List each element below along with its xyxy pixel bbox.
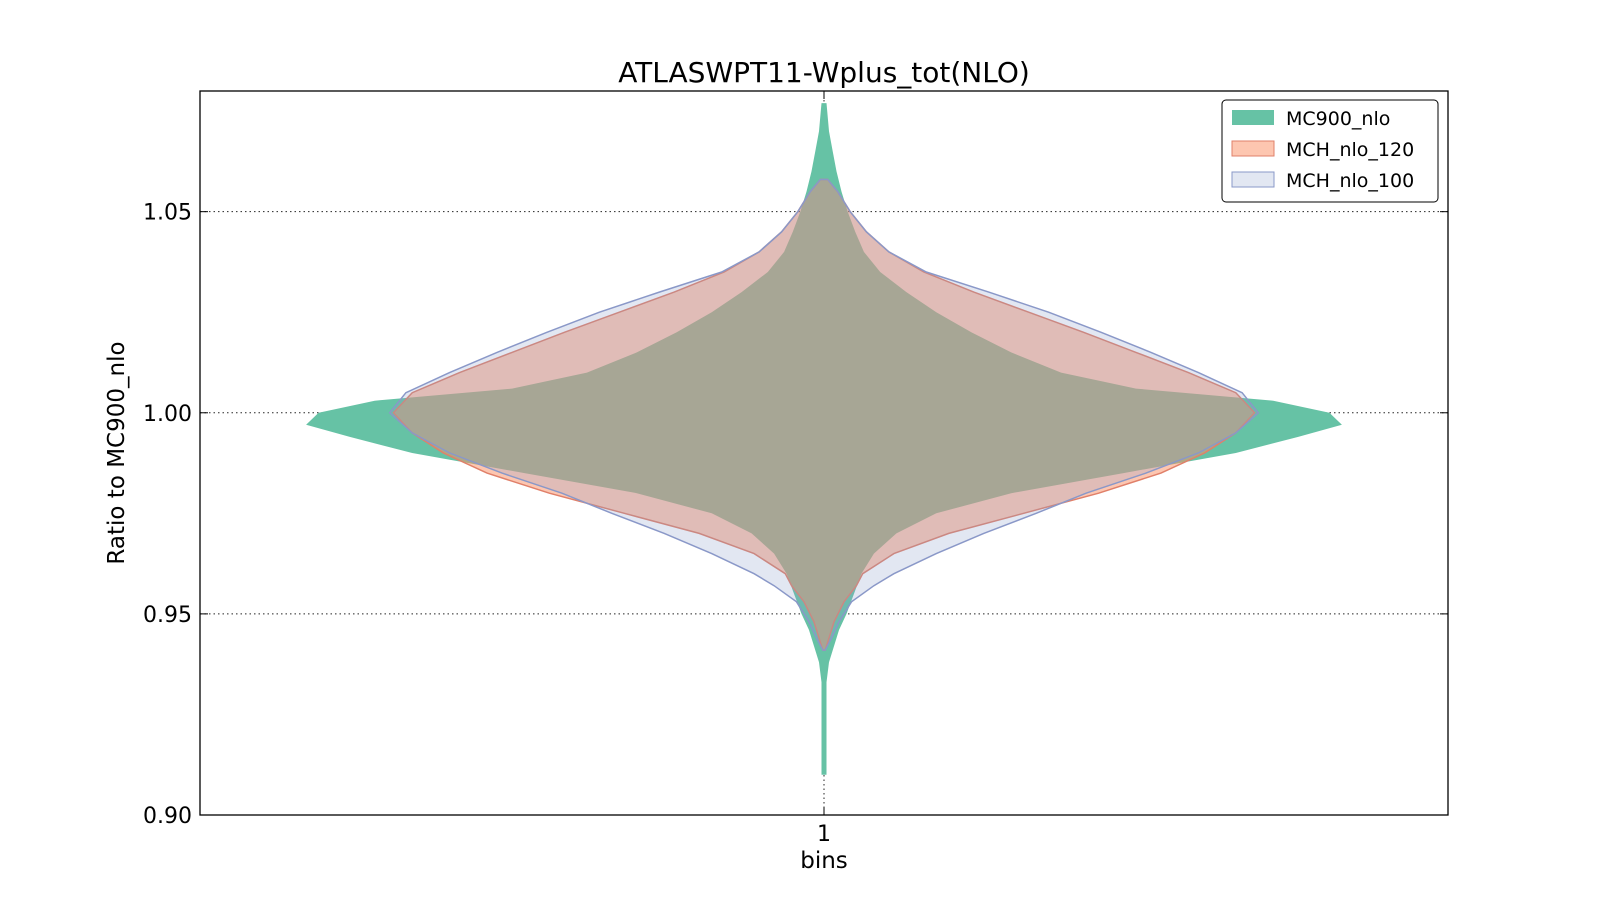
- legend-label-mch-nlo-120: MCH_nlo_120: [1286, 139, 1414, 161]
- violin-mch-nlo-100: [388, 178, 1260, 651]
- violins: [306, 103, 1342, 775]
- x-axis-label: bins: [800, 848, 848, 874]
- legend-swatch-mch-nlo-100: [1231, 171, 1275, 188]
- y-tick-label-1: 0.95: [143, 603, 192, 628]
- legend-label-mch-nlo-100: MCH_nlo_100: [1286, 170, 1414, 192]
- y-axis-label: Ratio to MC900_nlo: [104, 341, 130, 564]
- y-tick-label-2: 1.00: [143, 402, 192, 427]
- axis-ticks: 0.90 0.95 1.00 1.05 1: [143, 91, 1448, 847]
- legend-label-mc900-nlo: MC900_nlo: [1286, 108, 1390, 130]
- legend: MC900_nlo MCH_nlo_120 MCH_nlo_100: [1221, 99, 1439, 203]
- legend-frame: [1221, 99, 1439, 203]
- y-tick-label-0: 0.90: [143, 804, 192, 829]
- x-tick-label-0: 1: [817, 822, 831, 847]
- y-tick-label-3: 1.05: [143, 201, 192, 226]
- legend-swatch-mch-nlo-120: [1231, 140, 1275, 157]
- chart-title: ATLASWPT11-Wplus_tot(NLO): [618, 56, 1030, 89]
- legend-swatch-mc900-nlo: [1232, 110, 1274, 125]
